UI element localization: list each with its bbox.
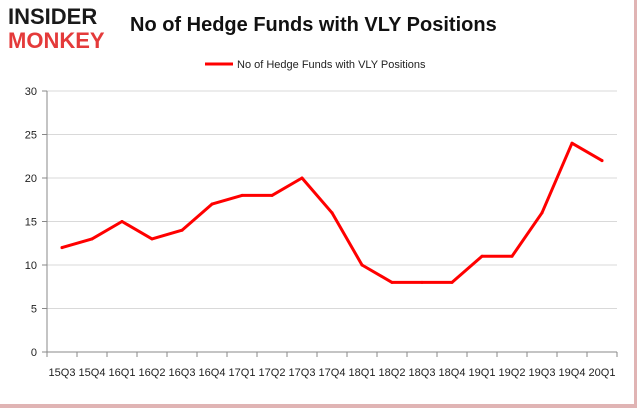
- data-point: [180, 228, 184, 232]
- logo-line-2: MONKEY: [8, 28, 105, 53]
- data-point: [330, 211, 334, 215]
- data-point: [480, 254, 484, 258]
- x-tick-label: 17Q2: [259, 367, 286, 379]
- chart-title: No of Hedge Funds with VLY Positions: [130, 14, 497, 36]
- y-tick-label: 5: [31, 304, 37, 316]
- x-tick-label: 19Q3: [529, 367, 556, 379]
- data-point: [600, 159, 604, 163]
- insider-monkey-logo: INSIDER MONKEY: [8, 5, 120, 55]
- data-point: [300, 176, 304, 180]
- data-point: [570, 141, 574, 145]
- data-point: [120, 220, 124, 223]
- data-point: [150, 237, 154, 241]
- legend: No of Hedge Funds with VLY Positions: [205, 59, 426, 71]
- x-tick-label: 20Q1: [589, 367, 616, 379]
- x-tick-label: 15Q3: [49, 367, 76, 379]
- data-point: [390, 280, 394, 284]
- data-point: [270, 193, 274, 197]
- x-tick-label: 17Q3: [289, 367, 316, 379]
- axes: [42, 90, 618, 357]
- y-tick-label: 25: [25, 130, 37, 142]
- y-tick-label: 0: [31, 347, 37, 359]
- data-point: [360, 263, 364, 267]
- y-tick-labels: 0 5 10 15 20 25 30: [25, 86, 37, 359]
- grid-lines: [47, 90, 617, 353]
- x-tick-label: 17Q4: [319, 367, 346, 379]
- y-tick-label: 20: [25, 173, 37, 185]
- data-point: [450, 280, 454, 284]
- x-tick-label: 19Q4: [559, 367, 586, 379]
- x-tick-label: 17Q1: [229, 367, 256, 379]
- x-tick-label: 18Q3: [409, 367, 436, 379]
- data-point: [240, 193, 244, 197]
- y-tick-label: 10: [25, 260, 37, 272]
- x-tick-label: 15Q4: [79, 367, 106, 379]
- logo-line-1: INSIDER: [8, 4, 98, 29]
- x-tick-labels: 15Q3 15Q4 16Q1 16Q2 16Q3 16Q4 17Q1 17Q2 17Q3 17Q4…: [49, 367, 616, 379]
- x-tick-label: 19Q2: [499, 367, 526, 379]
- x-tick-label: 18Q1: [349, 367, 376, 379]
- x-tick-label: 16Q4: [199, 367, 226, 379]
- x-tick-label: 18Q4: [439, 367, 466, 379]
- data-point: [90, 237, 94, 241]
- data-point: [510, 254, 514, 258]
- legend-label: No of Hedge Funds with VLY Positions: [237, 59, 426, 71]
- data-point: [420, 280, 424, 284]
- data-point: [540, 211, 544, 215]
- x-tick-label: 19Q1: [469, 367, 496, 379]
- x-tick-label: 16Q1: [109, 367, 136, 379]
- series: [60, 141, 604, 284]
- y-tick-label: 15: [25, 217, 37, 229]
- x-tick-label: 16Q3: [169, 367, 196, 379]
- x-tick-label: 16Q2: [139, 367, 166, 379]
- y-tick-label: 30: [25, 86, 37, 98]
- x-tick-label: 18Q2: [379, 367, 406, 379]
- data-point: [210, 202, 214, 206]
- data-point: [60, 246, 64, 250]
